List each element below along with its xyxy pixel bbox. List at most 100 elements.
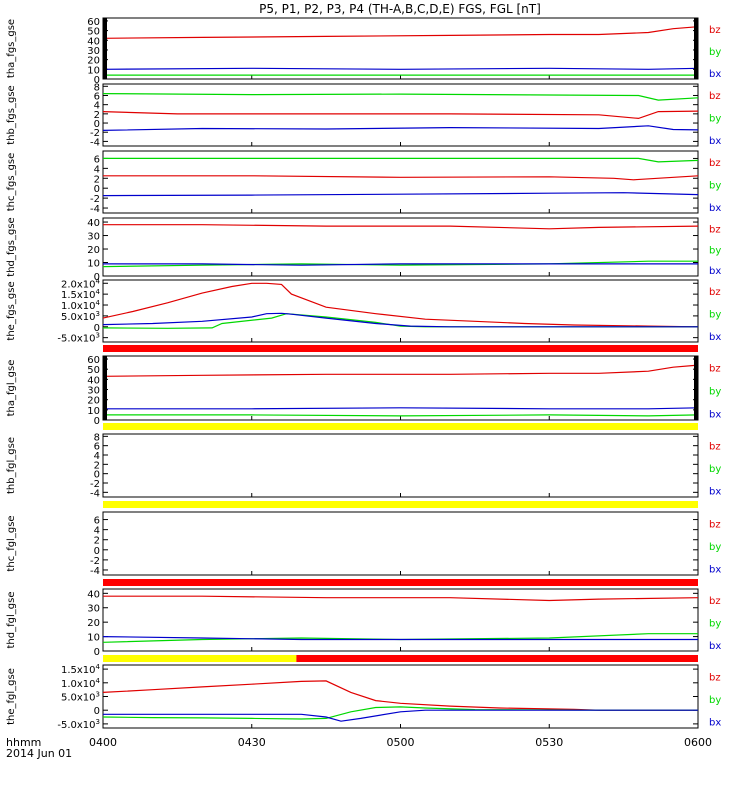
y-tick-label: -4 bbox=[90, 566, 100, 577]
y-tick-label: 0 bbox=[94, 546, 100, 557]
y-tick-label: 10 bbox=[87, 259, 100, 270]
y-tick-label: 30 bbox=[87, 232, 100, 243]
y-tick-label: 50 bbox=[87, 365, 100, 376]
legend-bx: bx bbox=[709, 203, 721, 214]
status-bar bbox=[103, 345, 698, 352]
y-tick-label: 0 bbox=[94, 323, 100, 334]
series-bx-line bbox=[102, 312, 698, 328]
edge-marker bbox=[103, 356, 107, 420]
date-label: 2014 Jun 01 bbox=[6, 747, 72, 760]
edge-marker bbox=[103, 18, 107, 79]
panel-thd_fgl_gse: 0 10 20 30 40 thd_fgl_gse bz by bx bbox=[6, 588, 721, 658]
status-bar bbox=[296, 655, 698, 662]
panel-frame bbox=[102, 355, 699, 421]
edge-marker bbox=[694, 356, 698, 420]
y-tick-label: 30 bbox=[87, 386, 100, 397]
y-tick-label: 20 bbox=[87, 396, 100, 407]
y-tick-label: 0 bbox=[94, 647, 100, 658]
legend-by: by bbox=[709, 309, 721, 320]
legend-by: by bbox=[709, 695, 721, 706]
y-tick-label: 0 bbox=[94, 706, 100, 717]
series-by-line bbox=[103, 157, 699, 163]
y-tick-label: 20 bbox=[87, 245, 100, 256]
series-bz-line bbox=[103, 175, 699, 181]
legend-by: by bbox=[709, 245, 721, 256]
y-tick-label: 8 bbox=[94, 432, 100, 443]
y-axis-label: thb_fgs_gse bbox=[6, 85, 17, 144]
legend-bz: bz bbox=[709, 158, 721, 169]
y-tick-label: 0 bbox=[94, 184, 100, 195]
y-tick-label: 2 bbox=[94, 174, 100, 185]
legend-bx: bx bbox=[709, 487, 721, 498]
legend-bz: bz bbox=[709, 91, 721, 102]
y-axis-label: thc_fgs_gse bbox=[6, 153, 17, 212]
legend-bz: bz bbox=[709, 441, 721, 452]
legend-bz: bz bbox=[709, 519, 721, 530]
y-tick-label: 1.0x104 bbox=[61, 677, 101, 690]
status-bars bbox=[103, 18, 698, 662]
series-by-line bbox=[103, 414, 699, 417]
status-bar bbox=[103, 579, 698, 586]
status-bar bbox=[103, 655, 297, 662]
series-bz-line bbox=[102, 110, 699, 120]
y-tick-label: 4 bbox=[94, 526, 100, 537]
chart-title: P5, P1, P2, P3, P4 (TH-A,B,C,D,E) FGS, F… bbox=[259, 2, 541, 16]
y-tick-label: 0 bbox=[94, 416, 100, 427]
series-bx-line bbox=[103, 709, 698, 722]
y-tick-label: -2 bbox=[90, 479, 100, 490]
y-tick-label: 30 bbox=[87, 604, 100, 615]
y-tick-label: 5.0x103 bbox=[61, 691, 100, 704]
series-by-line bbox=[102, 93, 699, 101]
panel-frame bbox=[102, 279, 699, 343]
y-tick-label: 40 bbox=[87, 589, 100, 600]
series-bx-line bbox=[102, 125, 699, 131]
series-bz-line bbox=[102, 282, 699, 328]
x-tick-label: 0430 bbox=[238, 736, 266, 749]
legend-by: by bbox=[709, 113, 721, 124]
y-tick-label: 6 bbox=[94, 154, 100, 165]
legend-by: by bbox=[709, 542, 721, 553]
y-tick-label: 2 bbox=[94, 536, 100, 547]
y-tick-label: 0 bbox=[94, 119, 100, 130]
legend-by: by bbox=[709, 180, 721, 191]
y-tick-label: -2 bbox=[90, 194, 100, 205]
y-tick-label: -5.0x103 bbox=[57, 332, 100, 345]
panel-frame bbox=[102, 150, 699, 214]
y-tick-label: 40 bbox=[87, 36, 100, 47]
legend-bz: bz bbox=[709, 224, 721, 235]
y-tick-label: 2 bbox=[94, 460, 100, 471]
series-bx-line bbox=[103, 407, 699, 410]
y-tick-label: 1.5x104 bbox=[61, 288, 101, 301]
y-axis-label: the_fgl_gse bbox=[6, 668, 17, 725]
series-bz-line bbox=[103, 595, 699, 602]
x-tick-label: 0600 bbox=[684, 736, 712, 749]
series-by-line bbox=[102, 706, 698, 720]
y-tick-label: -4 bbox=[90, 204, 100, 215]
y-tick-label: 8 bbox=[94, 82, 100, 93]
y-axis-label: thb_fgl_gse bbox=[6, 437, 17, 494]
panel-frame bbox=[102, 664, 699, 729]
legend-bx: bx bbox=[709, 69, 721, 80]
series-bz-line bbox=[102, 680, 698, 711]
y-tick-label: 6 bbox=[94, 91, 100, 102]
status-bar bbox=[103, 501, 698, 508]
y-tick-label: -5.0x103 bbox=[57, 718, 100, 731]
y-tick-label: 1.0x104 bbox=[61, 299, 101, 312]
y-tick-label: 0 bbox=[94, 75, 100, 86]
legend-bx: bx bbox=[709, 718, 721, 729]
legend-bx: bx bbox=[709, 266, 721, 277]
y-tick-label: 30 bbox=[87, 46, 100, 57]
y-tick-label: 4 bbox=[94, 164, 100, 175]
series-bz-line bbox=[102, 26, 699, 39]
series-bz-line bbox=[103, 224, 699, 230]
legend-by: by bbox=[709, 464, 721, 475]
y-tick-label: 2 bbox=[94, 110, 100, 121]
y-tick-label: -4 bbox=[90, 137, 100, 148]
y-tick-label: 10 bbox=[87, 406, 100, 417]
